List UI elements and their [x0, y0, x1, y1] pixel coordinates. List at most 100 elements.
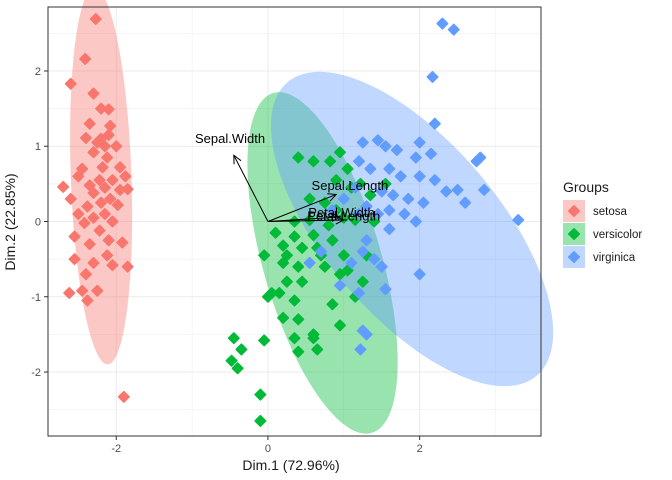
point-virginica [413, 136, 426, 149]
arrow-sepal-width [233, 155, 269, 222]
point-virginica [379, 283, 392, 296]
point-virginica [337, 192, 350, 205]
variable-label-sepal-length: Sepal.Length [312, 178, 389, 193]
point-virginica [383, 204, 396, 217]
variable-label-petal-width: Petal.Width [308, 205, 374, 220]
arrowhead-petal-length [335, 215, 345, 225]
legend-marker-versicolor [568, 228, 580, 240]
point-virginica [402, 192, 415, 205]
arrow-petal-length [267, 219, 344, 222]
point-setosa [89, 13, 102, 26]
arrow-petal-width [267, 216, 341, 222]
y-tick-label: 1 [35, 141, 41, 153]
point-setosa [91, 284, 104, 297]
point-setosa [81, 294, 94, 307]
point-virginica [409, 151, 422, 164]
point-setosa [102, 103, 115, 116]
point-setosa [98, 181, 111, 194]
point-setosa [87, 146, 100, 159]
variable-arrows: Sepal.Width Sepal.Length Petal.WidthPetal.… [195, 131, 389, 225]
y-tick-label: -1 [31, 292, 41, 304]
point-virginica [390, 144, 403, 156]
x-tick-label: -2 [111, 443, 121, 455]
point-setosa [64, 192, 77, 205]
point-setosa [121, 183, 134, 196]
point-virginica [360, 200, 373, 213]
point-versicolor [280, 275, 293, 288]
point-versicolor [337, 211, 350, 224]
point-versicolor [296, 241, 309, 254]
point-virginica [512, 213, 525, 226]
point-versicolor [225, 354, 238, 367]
point-versicolor [324, 155, 337, 168]
point-versicolor [307, 332, 320, 345]
point-versicolor [269, 226, 282, 239]
point-versicolor [258, 334, 271, 347]
point-virginica [356, 136, 369, 149]
point-setosa [63, 287, 76, 299]
axes: -2 0 2 -2 -1 0 1 2 [31, 66, 422, 455]
point-versicolor [334, 146, 347, 159]
point-setosa [78, 217, 91, 230]
point-virginica [428, 174, 441, 187]
point-versicolor [322, 219, 335, 232]
point-setosa [83, 117, 96, 130]
point-virginica [345, 256, 358, 269]
point-setosa [117, 390, 130, 403]
point-virginica [354, 343, 367, 356]
point-versicolor [231, 362, 244, 375]
legend-label-virginica: virginica [593, 252, 636, 264]
x-axis-title: Dim.1 (72.96%) [242, 457, 339, 473]
point-setosa [111, 198, 124, 211]
point-versicolor [227, 332, 240, 345]
point-versicolor [265, 287, 278, 299]
point-versicolor [307, 229, 320, 242]
point-virginica [409, 215, 422, 228]
legend-marker-setosa [568, 205, 580, 217]
point-setosa [98, 207, 111, 220]
point-versicolor [364, 189, 377, 202]
point-virginica [426, 70, 439, 83]
point-versicolor [288, 230, 301, 243]
point-setosa [93, 224, 106, 237]
point-setosa [95, 196, 108, 209]
point-versicolor [326, 298, 339, 311]
point-virginica [425, 147, 438, 160]
point-versicolor [292, 313, 305, 326]
point-virginica [413, 268, 426, 281]
legend: Groups setosa versicolor virginica [563, 179, 642, 268]
point-virginica [447, 23, 460, 36]
point-virginica [375, 185, 388, 198]
point-versicolor [277, 239, 290, 252]
point-versicolor [254, 388, 267, 401]
y-tick-label: 2 [35, 66, 41, 78]
point-virginica [326, 204, 339, 217]
point-setosa [87, 87, 100, 100]
point-virginica [379, 140, 392, 153]
variable-label-petal-length: Petal.Length [307, 209, 380, 224]
point-virginica [303, 256, 316, 269]
point-versicolor [330, 174, 343, 187]
y-axis-title: Dim.2 (22.85%) [2, 173, 18, 270]
y-tick-label: -2 [31, 367, 41, 379]
point-setosa [106, 215, 119, 228]
point-setosa [102, 128, 115, 141]
point-virginica [417, 196, 430, 209]
point-versicolor [303, 192, 316, 205]
point-virginica [398, 207, 411, 220]
legend-label-versicolor: versicolor [593, 229, 642, 241]
x-tick-label: 0 [265, 443, 271, 455]
point-virginica [371, 207, 384, 220]
point-virginica [383, 223, 396, 236]
point-virginica [383, 162, 396, 175]
point-virginica [315, 245, 328, 258]
point-versicolor [318, 260, 331, 273]
point-virginica [459, 196, 472, 209]
point-setosa [79, 131, 92, 144]
point-setosa [68, 230, 81, 243]
point-setosa [81, 200, 94, 213]
point-setosa [114, 161, 127, 174]
point-virginica [394, 170, 407, 183]
point-setosa [87, 186, 100, 199]
